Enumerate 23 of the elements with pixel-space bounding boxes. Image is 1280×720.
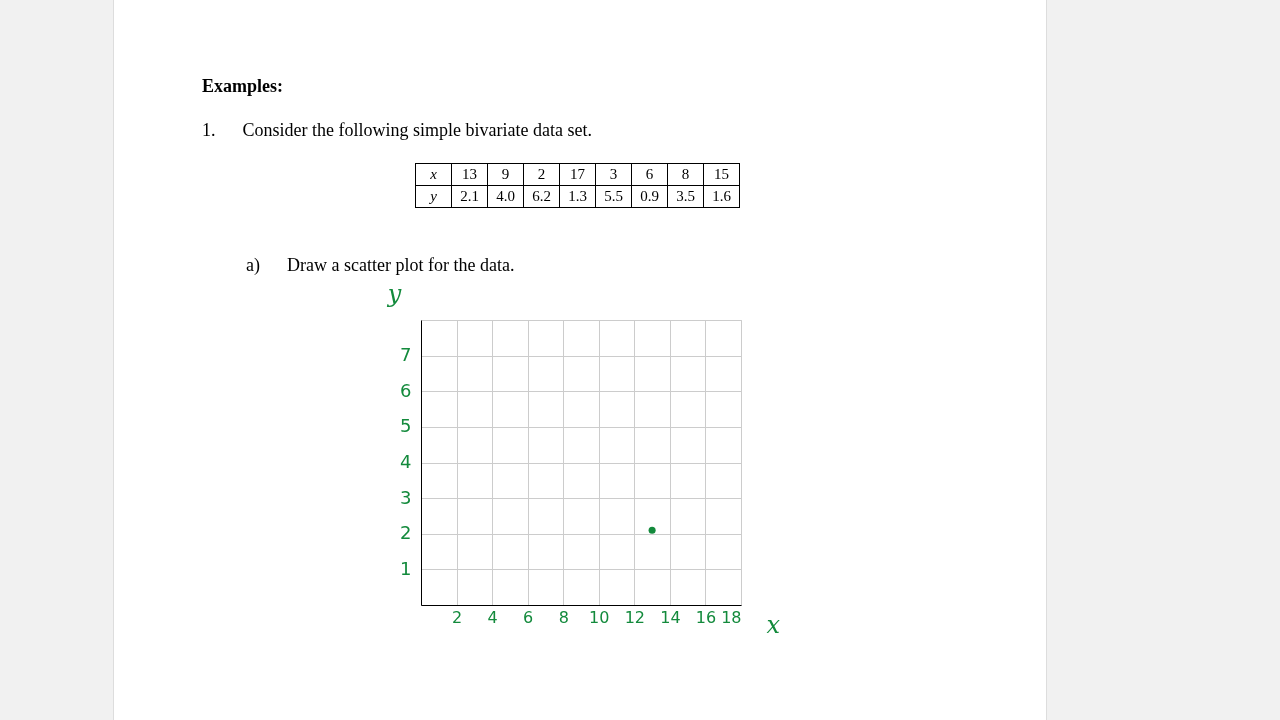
chart-subtitle: 1. Consider the following simple bivariate data set. bbox=[202, 120, 592, 141]
x-tick-label: 16 bbox=[695, 607, 717, 627]
text: x 13 9 2 17 3 6 8 15 bbox=[430, 166, 729, 182]
x-tick-label: 8 bbox=[558, 607, 569, 627]
text: y 2.1 4.0 6.2 1.3 5.5 0.9 3.5 1.6 bbox=[430, 188, 731, 204]
x-tick-label: 2 bbox=[451, 607, 463, 627]
y-tick-label: 7 bbox=[400, 344, 412, 366]
y-tick-label: 4 bbox=[400, 451, 412, 472]
x-tick-label: 4 bbox=[487, 607, 498, 627]
text: Examples: bbox=[202, 76, 283, 97]
x-axis-title: x bbox=[766, 610, 781, 639]
y-tick-label: 3 bbox=[400, 486, 412, 508]
x-tick-label: 14 bbox=[660, 607, 681, 627]
y-axis-title: y bbox=[386, 279, 402, 308]
x-tick-label: 6 bbox=[523, 607, 534, 627]
y-tick-label: 2 bbox=[400, 522, 412, 544]
text: a) Draw a scatter plot for the data. bbox=[246, 255, 515, 276]
y-tick-label: 5 bbox=[400, 415, 412, 437]
x-tick-label: 12 bbox=[624, 607, 646, 627]
x-tick-label: 18 bbox=[721, 607, 742, 627]
x-tick-label: 10 bbox=[589, 607, 610, 627]
y-tick-label: 1 bbox=[400, 557, 412, 579]
y-tick-label: 6 bbox=[400, 379, 412, 401]
